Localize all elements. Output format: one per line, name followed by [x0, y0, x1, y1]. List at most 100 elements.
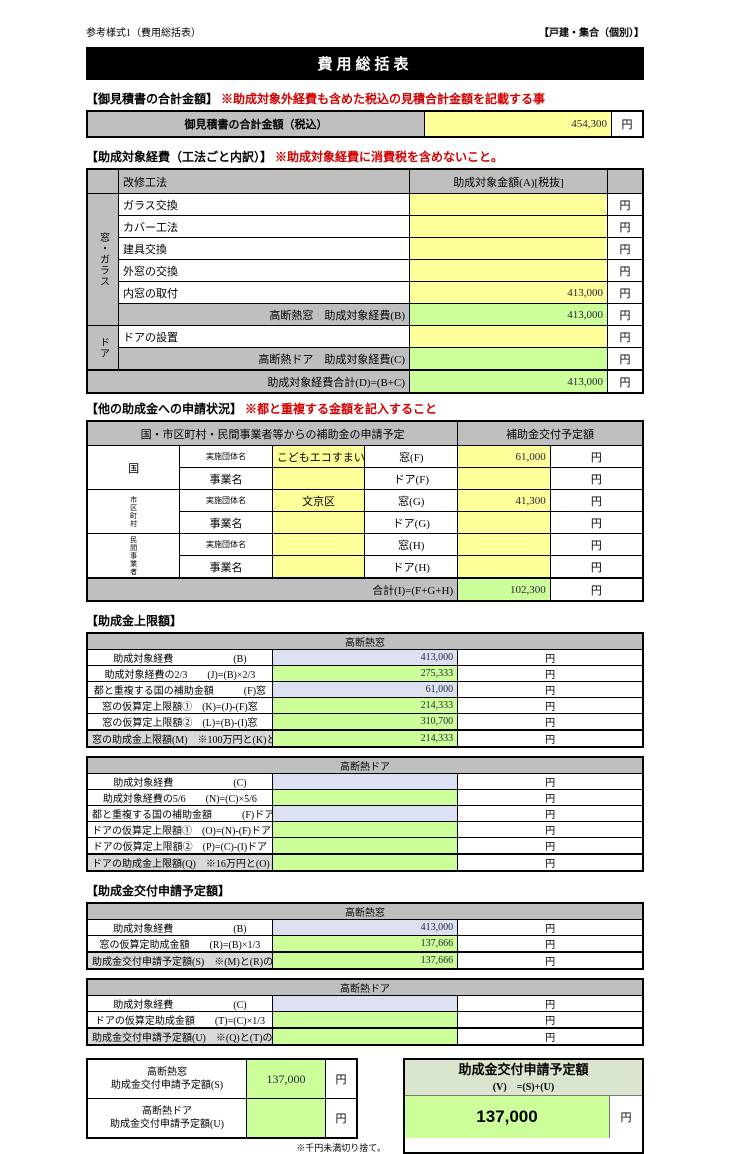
sub-label: 事業名	[179, 511, 273, 534]
summary-s-value: 137,000	[246, 1058, 326, 1099]
group-private: 民間事業者	[86, 533, 181, 579]
row-value	[271, 1011, 459, 1029]
table-header-row: 改修工法 助成対象金額(A)[税抜]	[86, 168, 644, 194]
table-row: 内窓の取付 413,000 円	[87, 281, 644, 304]
amount-value	[457, 511, 551, 534]
table-row: 外窓の交換 円	[87, 259, 644, 282]
section1-title: 【御見積書の合計金額】	[86, 92, 219, 106]
application-s-row: 助成金交付申請予定額(S) ※(M)と(R)のうち小さい額 137,666 円	[86, 951, 644, 970]
group-municipality: 市区町村	[86, 489, 181, 534]
unit-label: 円	[457, 951, 644, 970]
sub-label: 事業名	[179, 555, 273, 579]
unit-label: 円	[457, 1011, 644, 1029]
sub-label: 実施団体名	[179, 533, 273, 556]
row-label: 助成対象経費 (C)	[86, 995, 273, 1012]
row-label: 助成対象経費の5/6 (N)=(C)×5/6	[86, 789, 273, 806]
project-name-value	[271, 467, 366, 490]
other-subsidy-table: 国・市区町村・民間事業者等からの補助金の申請予定 補助金交付予定額 国 実施団体…	[86, 420, 644, 602]
row-label: 窓の仮算定上限額① (K)=(J)-(F)窓	[86, 697, 273, 714]
row-value: 413,000	[271, 649, 459, 666]
row-value: 137,666	[271, 935, 459, 953]
table-row: 高断熱ドア 助成金交付申請予定額(U) 円	[86, 1098, 358, 1139]
row-value	[271, 837, 459, 855]
row-label: 都と重複する国の補助金額 (F)窓	[86, 681, 273, 698]
tag-label: ドア(F)	[364, 467, 459, 490]
summary-left-table: 高断熱窓 助成金交付申請予定額(S) 137,000 円 高断熱ドア 助成金交付…	[86, 1058, 358, 1139]
row-value: 275,333	[271, 665, 459, 682]
summary-s-label: 高断熱窓 助成金交付申請予定額(S)	[86, 1058, 247, 1099]
subheader-window: 高断熱窓	[86, 902, 644, 920]
total-row: 助成対象経費合計(D)=(B+C) 413,000 円	[86, 369, 644, 394]
row-label: 助成対象経費 (C)	[86, 773, 273, 790]
summary-s-line1: 高断熱窓	[147, 1067, 187, 1078]
org-name-value: こどもエコすまいる住宅支援	[271, 445, 366, 468]
col-amount-taxnote: [税抜]	[534, 176, 564, 189]
unit-label: 円	[457, 935, 644, 953]
project-name-value	[271, 511, 366, 534]
table-row: 窓の仮算定上限額① (K)=(J)-(F)窓 214,333 円	[86, 697, 644, 714]
table-row: 助成対象経費 (C) 円	[86, 773, 644, 790]
unit-label: 円	[549, 555, 644, 579]
form-reference: 参考様式1（費用総括表）	[86, 28, 201, 39]
tag-label: 窓(F)	[364, 445, 459, 468]
section4-title: 【助成金上限額】	[86, 614, 183, 628]
table-row: カバー工法 円	[87, 215, 644, 238]
org-name-value: 文京区	[271, 489, 366, 512]
unit-label: 円	[457, 729, 644, 748]
subheader-window: 高断熱窓	[86, 632, 644, 650]
page-title: 費用総括表	[86, 47, 644, 80]
row-label: 助成対象経費の2/3 (J)=(B)×2/3	[86, 665, 273, 682]
amount-value: 61,000	[457, 445, 551, 468]
amount-value	[457, 467, 551, 490]
unit-label: 円	[607, 193, 644, 216]
unit-label: 円	[325, 1058, 358, 1099]
unit-label: 円	[609, 1095, 642, 1138]
grand-total-header: 助成金交付申請予定額 (V) =(S)+(U)	[405, 1060, 642, 1096]
sub-label: 実施団体名	[179, 445, 273, 468]
table-row: 助成対象経費 (B) 413,000 円	[86, 919, 644, 936]
table-row: ドアの仮算定上限額② (P)=(C)-(I)ドア 円	[86, 837, 644, 855]
grand-total-formula: (V) =(S)+(U)	[492, 1081, 555, 1093]
table-subheader-row: 高断熱ドア	[86, 756, 644, 774]
row-label: ドアの設置	[118, 325, 410, 348]
subsidy-cap-door-table: 高断熱ドア 助成対象経費 (C) 円 助成対象経費の5/6 (N)=(C)×5/…	[86, 756, 644, 872]
corner-cell	[86, 168, 119, 194]
application-u-value	[271, 1027, 459, 1046]
table-row: 高断熱窓 助成金交付申請予定額(S) 137,000 円	[86, 1058, 358, 1099]
col-amount-main: 助成対象金額(A)	[453, 176, 535, 189]
table-row: 都と重複する国の補助金額 (F)ドア 円	[86, 805, 644, 822]
col-amount-header: 助成対象金額(A)[税抜]	[409, 168, 608, 194]
subtotal-c-value	[409, 347, 608, 371]
row-label: ドアの仮算定上限額② (P)=(C)-(I)ドア	[86, 837, 273, 855]
row-value	[271, 821, 459, 838]
cost-summary-sheet: 参考様式1（費用総括表） 【戸建・集合（個別）】 費用総括表 【御見積書の合計金…	[86, 0, 644, 1154]
unit-label: 円	[457, 821, 644, 838]
summary-s-line2: 助成金交付申請予定額(S)	[110, 1080, 224, 1091]
unit-label: 円	[457, 853, 644, 872]
project-name-value	[271, 555, 366, 579]
section1-heading: 【御見積書の合計金額】 ※助成対象外経費も含めた税込の見積合計金額を記載する事	[86, 90, 644, 107]
row-label: 助成対象経費 (B)	[86, 649, 273, 666]
row-label: 都と重複する国の補助金額 (F)ドア	[86, 805, 273, 822]
group-door: ドア	[86, 325, 119, 371]
unit-label: 円	[457, 919, 644, 936]
row-value	[409, 215, 608, 238]
building-type-tag: 【戸建・集合（個別）】	[539, 28, 644, 39]
cap-q-value	[271, 853, 459, 872]
total-i-value: 102,300	[457, 577, 551, 602]
table-subheader-row: 高断熱窓	[86, 632, 644, 650]
amount-value	[457, 533, 551, 556]
table-row: ドア ドアの設置 円	[86, 325, 644, 371]
row-label: 窓の仮算定上限額② (L)=(B)-(I)窓	[86, 713, 273, 731]
row-value	[409, 325, 608, 348]
table-row: 事業名 ドア(F) 円	[87, 467, 644, 490]
subheader-door: 高断熱ドア	[86, 978, 644, 996]
unit-label: 円	[457, 837, 644, 855]
unit-label: 円	[611, 110, 644, 138]
col-left-header: 国・市区町村・民間事業者等からの補助金の申請予定	[86, 420, 459, 446]
table-row: 窓の仮算定上限額② (L)=(B)-(I)窓 310,700 円	[86, 713, 644, 731]
row-value	[409, 237, 608, 260]
tag-label: 窓(G)	[364, 489, 459, 512]
unit-label: 円	[549, 533, 644, 556]
unit-label: 円	[607, 237, 644, 260]
